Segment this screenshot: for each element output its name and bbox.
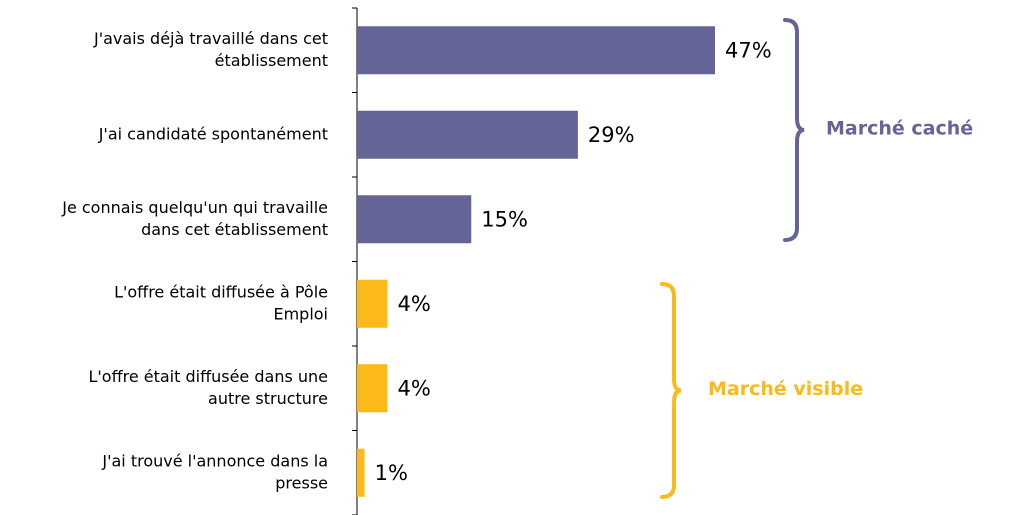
category-label: J'ai candidaté spontanément	[98, 124, 328, 143]
category-label: Emploi	[273, 304, 328, 323]
category-label: établissement	[215, 51, 328, 70]
category-label: autre structure	[208, 389, 328, 408]
category-label: Je connais quelqu'un qui travaille	[61, 198, 328, 217]
value-label: 47%	[725, 38, 772, 62]
value-label: 29%	[588, 123, 635, 147]
category-label: L'offre était diffusée à Pôle	[114, 282, 328, 301]
annotation: Marché visible	[708, 378, 863, 400]
bar	[357, 110, 578, 159]
category-label: J'ai trouvé l'annonce dans la	[101, 451, 328, 470]
value-label: 4%	[397, 376, 430, 400]
category-label: L'offre était diffusée dans une	[88, 367, 328, 386]
annotation: Marché caché	[826, 118, 973, 140]
bar	[357, 195, 472, 244]
value-label: 4%	[397, 292, 430, 316]
bar	[357, 26, 715, 75]
category-label: presse	[275, 473, 328, 492]
bracket	[783, 18, 805, 242]
bar	[357, 448, 365, 497]
bar	[357, 279, 388, 328]
category-label: J'avais déjà travaillé dans cet	[93, 29, 328, 48]
bar	[357, 364, 388, 413]
value-label: 15%	[481, 207, 528, 231]
bracket	[660, 282, 682, 499]
value-label: 1%	[375, 461, 408, 485]
category-label: dans cet établissement	[141, 220, 328, 239]
